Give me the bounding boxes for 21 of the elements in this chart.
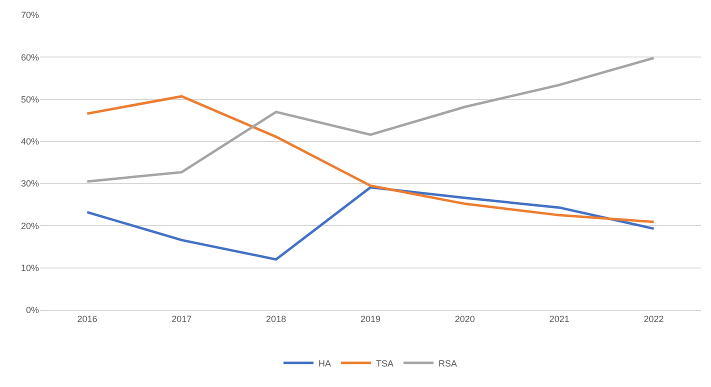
x-tick-label: 2018 bbox=[266, 314, 286, 324]
line-series bbox=[86, 95, 656, 224]
y-tick-label: 40% bbox=[20, 136, 39, 147]
y-tick-label: 0% bbox=[26, 305, 39, 316]
line-series bbox=[86, 186, 656, 261]
y-tick-label: 10% bbox=[20, 263, 39, 274]
y-tick-label: 70% bbox=[20, 10, 39, 20]
y-tick-label: 50% bbox=[20, 94, 39, 104]
x-tick-label: 2022 bbox=[644, 314, 664, 324]
legend-label: RSA bbox=[438, 358, 458, 368]
y-tick-label: 30% bbox=[20, 178, 39, 189]
legend-label: HA bbox=[318, 358, 332, 368]
legend-label: TSA bbox=[376, 358, 394, 368]
x-tick-label: 2019 bbox=[360, 314, 381, 324]
x-tick-label: 2017 bbox=[172, 314, 192, 324]
x-tick-label: 2020 bbox=[454, 314, 475, 324]
x-tick-label: 2016 bbox=[77, 314, 98, 324]
line-series bbox=[86, 56, 656, 183]
x-tick-label: 2021 bbox=[549, 314, 570, 324]
y-tick-label: 60% bbox=[20, 52, 39, 62]
y-tick-label: 20% bbox=[20, 220, 39, 231]
